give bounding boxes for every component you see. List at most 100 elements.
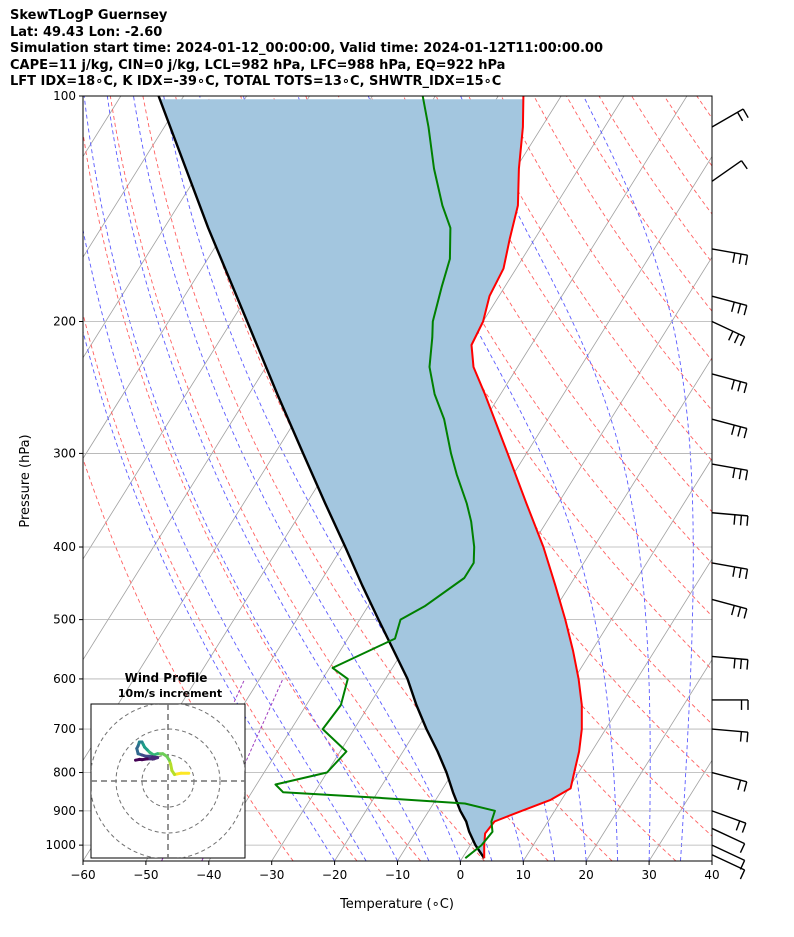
wind-barb [711, 160, 742, 182]
dry-adiabat [83, 130, 422, 861]
wind-barb-flag [739, 336, 746, 347]
y-tick-label: 900 [53, 804, 76, 818]
wind-barb-flag [732, 467, 736, 479]
x-tick-label: −30 [259, 868, 284, 882]
isotherm [334, 256, 712, 861]
x-axis-label: Temperature (∘C) [339, 897, 454, 912]
wind-barb-flag [743, 428, 748, 439]
wind-barb-flag [730, 424, 735, 435]
wind-barb-flag [740, 160, 748, 170]
y-tick-label: 300 [53, 446, 76, 460]
isotherm [775, 96, 794, 861]
dry-adiabat [337, 96, 712, 671]
wind-barb-flag [743, 305, 748, 316]
wind-barb-flag [736, 111, 744, 122]
moist-adiabat [83, 329, 335, 861]
dry-adiabat [468, 96, 712, 462]
cape-area [159, 99, 582, 859]
dry-adiabat [305, 96, 712, 725]
dry-adiabat [566, 96, 712, 312]
x-tick-label: 40 [704, 868, 719, 882]
wind-barb [711, 512, 748, 517]
wind-barb [711, 844, 745, 861]
dry-adiabat [83, 312, 358, 861]
wind-barb [711, 562, 748, 570]
x-tick-label: −40 [196, 868, 221, 882]
dry-adiabat [83, 457, 294, 861]
wind-barb [711, 771, 747, 783]
wind-barb-flag [730, 379, 735, 390]
temperature-line [470, 96, 583, 859]
wind-barb-flag [739, 843, 746, 854]
wind-barb-flag [745, 569, 749, 580]
wind-barb-flag [738, 469, 742, 480]
wind-barb-flag [745, 470, 749, 481]
wind-barb-flag [737, 606, 742, 617]
wind-barb-flag [735, 820, 741, 831]
wind-barb-flag [745, 255, 749, 266]
dry-adiabat [435, 96, 712, 513]
wind-barb-flag [737, 381, 742, 392]
dry-adiabat [272, 96, 712, 781]
wind-barb-flag [739, 658, 743, 670]
dry-adiabat [663, 96, 712, 167]
y-tick-label: 500 [53, 613, 76, 627]
wind-barb-flag [737, 779, 742, 791]
wind-barb [711, 810, 747, 824]
dry-adiabat [631, 96, 712, 215]
wind-barb [711, 854, 745, 871]
parcel-profile-line [157, 96, 486, 859]
wind-barb-flag [746, 515, 749, 526]
wind-barb-flag [746, 732, 749, 743]
wind-barb-flag [742, 108, 749, 119]
isotherm [648, 759, 712, 861]
wind-barb-flag [730, 605, 735, 616]
wind-barb-flag [728, 330, 734, 341]
x-tick-label: −20 [322, 868, 347, 882]
wind-barb-flag [739, 869, 746, 880]
wind-barb-flag [732, 566, 736, 577]
y-tick-label: 200 [53, 315, 76, 329]
x-tick-label: 20 [579, 868, 594, 882]
hodograph-title: Wind Profile [125, 671, 208, 685]
hodograph-segment [134, 757, 141, 762]
wind-barb [711, 418, 747, 430]
wind-barb-flag [743, 383, 748, 394]
isotherm [585, 658, 712, 861]
wind-barb-flag [746, 659, 749, 670]
wind-barb [711, 248, 748, 256]
dry-adiabat [109, 96, 485, 861]
wind-barb [711, 827, 745, 845]
wind-barbs [711, 108, 749, 880]
y-tick-label: 1000 [45, 838, 76, 852]
moist-adiabat [106, 96, 430, 861]
y-tick-label: 700 [53, 722, 76, 736]
x-tick-label: 0 [457, 868, 465, 882]
location-line: Lat: 49.43 Lon: -2.60 [10, 24, 163, 40]
hodograph-subtitle: 10m/s increment [118, 687, 222, 700]
x-tick-label: 10 [516, 868, 531, 882]
isotherm [83, 96, 247, 359]
y-tick-label: 400 [53, 540, 76, 554]
wind-barb-flag [743, 781, 748, 792]
wind-barb-flag [739, 515, 743, 526]
wind-barb-flag [730, 301, 735, 312]
isotherm [83, 96, 185, 258]
time-line: Simulation start time: 2024-01-12_00:00:… [10, 41, 603, 56]
wind-barb [711, 108, 744, 128]
wind-barb-flag [733, 514, 736, 525]
wind-barb-flag [738, 253, 742, 265]
x-tick-label: −50 [133, 868, 158, 882]
profile-lines [157, 96, 583, 859]
isotherm [711, 860, 712, 861]
moist-adiabat [83, 96, 398, 861]
wind-barb-flag [733, 658, 736, 669]
wind-barb-flag [739, 731, 743, 742]
wind-barb-flag [743, 608, 748, 619]
wind-barb [711, 373, 747, 384]
cape-fill [159, 99, 582, 859]
header: SkewTLogP Guernsey Lat: 49.43 Lon: -2.60… [10, 8, 603, 91]
wind-barb [711, 728, 748, 733]
x-tick-label: 30 [641, 868, 656, 882]
chart-title: SkewTLogP Guernsey [10, 8, 168, 23]
